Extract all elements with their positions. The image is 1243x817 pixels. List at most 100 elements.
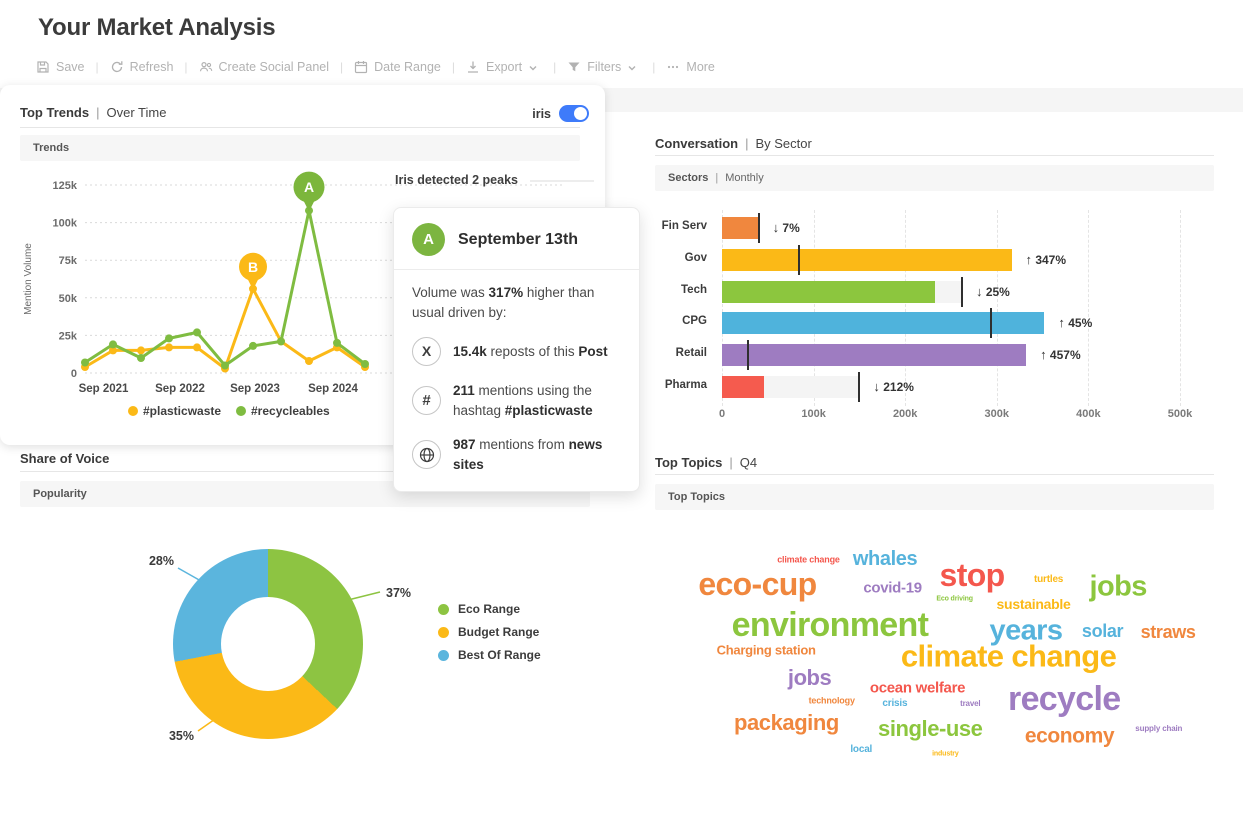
toolbar-create-social-panel-button[interactable]: Create Social Panel bbox=[199, 60, 329, 74]
svg-text:Sep 2021: Sep 2021 bbox=[79, 383, 129, 395]
series--recycleables[interactable] bbox=[83, 209, 367, 367]
sector-label-tech: Tech bbox=[681, 284, 707, 296]
toolbar-label: Export bbox=[485, 60, 523, 74]
cloud-word-climate-change[interactable]: climate change bbox=[900, 638, 1117, 674]
filter-icon bbox=[567, 60, 581, 74]
cloud-word-eco-driving[interactable]: Eco driving bbox=[936, 595, 973, 603]
cloud-word-straws[interactable]: straws bbox=[1140, 622, 1196, 643]
cloud-word-crisis[interactable]: crisis bbox=[882, 698, 908, 710]
conversation-header: Conversation | By Sector bbox=[655, 136, 812, 151]
arrow-up-icon: ↑ bbox=[1025, 252, 1033, 267]
legend-label: Eco Range bbox=[458, 602, 521, 616]
svg-text:Sep 2023: Sep 2023 bbox=[230, 383, 280, 395]
cloud-word-economy[interactable]: economy bbox=[1024, 724, 1115, 748]
subheader-label: Sectors bbox=[668, 172, 709, 184]
trends-legend[interactable]: #plasticwaste #recycleables bbox=[128, 404, 330, 418]
legend-dot bbox=[438, 649, 449, 661]
svg-text:75k: 75k bbox=[59, 255, 78, 267]
svg-text:37%: 37% bbox=[386, 586, 411, 600]
cloud-word-whales[interactable]: whales bbox=[852, 548, 918, 571]
sector-bar-cpg[interactable] bbox=[722, 312, 1045, 334]
iris-toggle[interactable] bbox=[559, 105, 589, 122]
arrow-down-icon: ↓ bbox=[873, 379, 880, 394]
cloud-word-jobs[interactable]: jobs bbox=[1089, 570, 1148, 603]
toolbar-filters-button[interactable]: Filters bbox=[567, 60, 641, 74]
subheader-sublabel: Monthly bbox=[725, 172, 764, 184]
title-separator: | bbox=[745, 136, 749, 151]
legend-item-best-of-range[interactable]: Best Of Range bbox=[438, 648, 541, 662]
calendar-icon bbox=[354, 60, 368, 74]
cloud-word-local[interactable]: local bbox=[850, 744, 873, 756]
toolbar-more-button[interactable]: More bbox=[666, 60, 715, 74]
cloud-word-climate-change[interactable]: climate change bbox=[777, 554, 840, 565]
toolbar-separator: | bbox=[184, 60, 188, 74]
cloud-word-environment[interactable]: environment bbox=[731, 606, 929, 644]
sector-bar-pharma[interactable] bbox=[722, 376, 765, 398]
axis-tick-label: 400k bbox=[1076, 408, 1101, 420]
cloud-word-sustainable[interactable]: sustainable bbox=[996, 595, 1071, 612]
download-icon bbox=[466, 60, 480, 74]
cloud-word-jobs[interactable]: jobs bbox=[787, 665, 832, 691]
iris-insight: Iris detected 2 peaks bbox=[395, 173, 594, 187]
legend-item-eco-range[interactable]: Eco Range bbox=[438, 602, 541, 616]
peak-marker-a[interactable]: A bbox=[293, 171, 325, 212]
refresh-icon bbox=[110, 60, 124, 74]
toggle-knob bbox=[574, 107, 587, 120]
peak-detail-card: A September 13th Volume was 317% higher … bbox=[393, 207, 640, 493]
legend-label: Best Of Range bbox=[458, 648, 541, 662]
cloud-word-packaging[interactable]: packaging bbox=[734, 709, 839, 735]
peak-marker-b[interactable]: B bbox=[239, 252, 267, 290]
svg-text:50k: 50k bbox=[59, 293, 78, 305]
cloud-word-stop[interactable]: stop bbox=[939, 556, 1006, 593]
cloud-word-solar[interactable]: solar bbox=[1081, 620, 1124, 641]
sector-bar-fin-serv[interactable] bbox=[722, 217, 759, 239]
trends-line-chart: 0 25k 50k 75k 100k 125k Mention Volume Sep 2021… bbox=[23, 171, 565, 418]
toolbar-export-button[interactable]: Export bbox=[466, 60, 542, 74]
cloud-word-recycle[interactable]: recycle bbox=[1008, 679, 1121, 718]
cloud-word-eco-cup[interactable]: eco-cup bbox=[698, 566, 817, 603]
cloud-word-covid-19[interactable]: covid-19 bbox=[863, 579, 922, 597]
subheader-separator: | bbox=[715, 172, 719, 184]
axis-tick-label: 500k bbox=[1167, 408, 1193, 420]
subheader-label: Popularity bbox=[33, 488, 87, 500]
share-divider bbox=[20, 471, 590, 472]
sector-bar-tech[interactable] bbox=[722, 281, 936, 303]
sector-bar-retail[interactable] bbox=[722, 344, 1027, 366]
cloud-word-single-use[interactable]: single-use bbox=[878, 715, 983, 741]
subheader-label: Trends bbox=[33, 142, 70, 154]
topics-divider bbox=[655, 474, 1214, 475]
word-cloud: climate change whales eco-cup covid-19 stop t… bbox=[660, 535, 1240, 760]
cloud-word-charging-station[interactable]: Charging station bbox=[716, 642, 816, 658]
toolbar-save-button[interactable]: Save bbox=[36, 60, 85, 74]
cloud-word-supply-chain[interactable]: supply chain bbox=[1135, 724, 1183, 734]
legend-item-budget-range[interactable]: Budget Range bbox=[438, 625, 541, 639]
series--plasticwaste[interactable] bbox=[83, 287, 367, 370]
cloud-word-ocean-welfare[interactable]: ocean welfare bbox=[869, 679, 966, 697]
title-separator: | bbox=[96, 105, 100, 120]
cloud-word-years[interactable]: years bbox=[989, 614, 1063, 647]
toolbar-refresh-button[interactable]: Refresh bbox=[110, 60, 173, 74]
sector-label-gov: Gov bbox=[684, 252, 707, 264]
toolbar-date-range-button[interactable]: Date Range bbox=[354, 60, 441, 74]
cloud-word-turtles[interactable]: turtles bbox=[1034, 574, 1064, 586]
svg-text:25k: 25k bbox=[59, 330, 78, 342]
axis-tick-label: 0 bbox=[718, 408, 726, 420]
cloud-word-industry[interactable]: industry bbox=[932, 750, 959, 758]
svg-text:28%: 28% bbox=[149, 554, 174, 568]
cloud-word-technology[interactable]: technology bbox=[808, 695, 855, 706]
cloud-word-travel[interactable]: travel bbox=[960, 699, 981, 709]
iris-insight-text: Iris detected 2 peaks bbox=[395, 173, 518, 187]
panel-subtitle: By Sector bbox=[755, 136, 812, 151]
share-of-voice-chart: 37% 35% 28% Eco Range Budget Range Best Of R… bbox=[130, 528, 560, 762]
peak-card-body: Volume was 317% higher than usual driven… bbox=[394, 270, 639, 491]
conversation-divider bbox=[655, 155, 1214, 156]
subheader-label: Top Topics bbox=[668, 491, 726, 503]
toolbar-label: More bbox=[686, 60, 715, 74]
panel-subtitle: Over Time bbox=[106, 105, 167, 120]
toolbar: Save | Refresh | Create Social Panel | Date Ra… bbox=[36, 60, 715, 74]
header-divider bbox=[20, 127, 580, 128]
sector-bar-gov[interactable] bbox=[722, 249, 1012, 271]
share-of-voice-header: Share of Voice bbox=[20, 451, 109, 466]
x-logo-icon: X bbox=[412, 337, 441, 367]
toolbar-label: Save bbox=[56, 60, 85, 74]
